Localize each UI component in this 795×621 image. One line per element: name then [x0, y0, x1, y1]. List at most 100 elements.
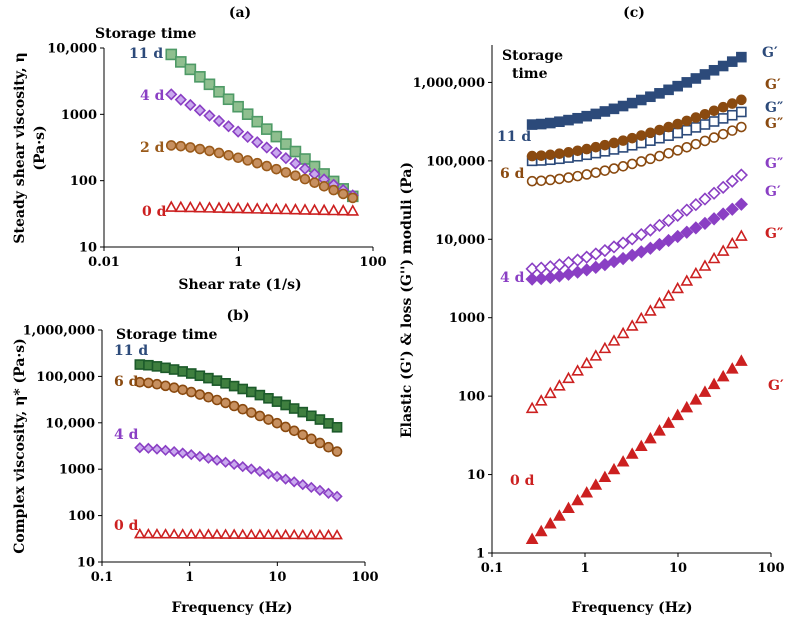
panel-a-label-11d: 11 d [129, 46, 163, 62]
panel-c-point [554, 173, 565, 185]
panel-b-point [331, 490, 343, 502]
panel-b-point [202, 452, 215, 464]
panel-c-series-label: G″ [765, 116, 783, 132]
panel-c-point [661, 213, 676, 228]
panel-a-point [213, 147, 225, 159]
panel-a-point [194, 71, 206, 83]
panel-c-point [734, 168, 748, 182]
panel-c-point [726, 98, 738, 109]
panel-b-point [177, 384, 188, 396]
panel-b-x-tick-label: 1 [185, 570, 194, 585]
panel-a-y-tick-label: 10 [79, 241, 97, 256]
panel-c-point [654, 150, 665, 162]
panel-b-point [193, 528, 206, 539]
panel-b-point [151, 361, 163, 372]
panel-a-label-4d: 4 d [140, 88, 165, 104]
panel-c-point [690, 73, 702, 84]
panel-c-point [653, 424, 666, 436]
panel-b-point [297, 406, 309, 418]
panel-c-y-tick-label: 1000 [449, 311, 485, 326]
panel-b-x-tick-label: 0.1 [91, 570, 114, 585]
panel-c-series-label: G′ [762, 45, 778, 61]
panel-a-y-tick-label: 100 [70, 174, 97, 189]
panel-c-series-label: G′ [765, 184, 781, 200]
panel-c-point [535, 150, 547, 161]
panel-c-point [617, 161, 629, 172]
panel-c-series-label: G′ [765, 77, 781, 93]
panel-a-point [289, 203, 302, 215]
panel-c-point [736, 94, 747, 106]
panel-b-point [228, 458, 240, 471]
panel-b-point [194, 370, 206, 382]
panel-c-point [634, 439, 648, 452]
panel-b-point [142, 527, 155, 539]
panel-c-point [680, 203, 694, 217]
panel-a-point [241, 108, 254, 120]
panel-a-y-tick-label: 1000 [61, 108, 97, 123]
panel-c-point [545, 174, 556, 186]
panel-c-point [581, 143, 593, 155]
panel-b-point [306, 410, 317, 422]
panel-b-legend-title: Storage time [116, 327, 218, 343]
panel-a-label-2d: 2 d [140, 140, 165, 156]
panel-c-point [725, 236, 739, 249]
panel-c-point [543, 260, 557, 274]
panel-b-label-6d: 6 d [114, 374, 139, 390]
panel-c-point [626, 97, 638, 109]
panel-c-point [698, 192, 712, 206]
panel-b-point [262, 528, 275, 540]
panel-b-point [211, 394, 223, 406]
panel-b-point [168, 364, 180, 375]
panel-b-point [211, 454, 223, 466]
panel-a-point [175, 140, 187, 152]
panel-a-point [185, 142, 196, 153]
panel-b-point [254, 528, 266, 539]
panel-a-point [184, 63, 197, 76]
panel-a-point [174, 200, 188, 213]
panel-b-point [288, 403, 300, 414]
panel-c-point [717, 128, 729, 140]
panel-c-title: (c) [623, 5, 645, 21]
panel-b-y-tick-label: 100,000 [36, 370, 95, 385]
panel-c-point [708, 105, 720, 117]
panel-c-point [662, 289, 675, 301]
panel-c-point [590, 167, 602, 178]
panel-b-point [220, 397, 231, 409]
panel-a-point [204, 145, 215, 157]
panel-b-point [151, 378, 163, 390]
panel-c-point [580, 250, 594, 264]
panel-b-point [288, 528, 301, 540]
panel-b-label-11d: 11 d [114, 343, 148, 359]
panel-c-point [689, 266, 703, 279]
panel-c-point [717, 101, 729, 113]
panel-b-ticks: 0.1 1 10 100 10 100 1000 10,000 100,000 1,000,000 [23, 324, 379, 586]
panel-c-point [599, 139, 611, 151]
panel-a-point [289, 157, 302, 170]
panel-b-marks [133, 359, 343, 540]
panel-a-point [241, 202, 255, 214]
panel-b-y-tick-label: 10,000 [45, 416, 95, 431]
panel-b-point [271, 528, 283, 540]
panel-c-point [726, 109, 738, 121]
panel-b-y-tick-label: 10 [77, 556, 95, 571]
panel-c-point [580, 356, 594, 369]
panel-c-series-label: G″ [765, 226, 783, 242]
panel-c-point [534, 261, 548, 275]
panel-c-point [607, 334, 621, 346]
panel-c-y-tick-label: 10 [467, 468, 485, 483]
panel-b-point [185, 528, 198, 539]
panel-b-point [262, 468, 275, 480]
panel-c-point [626, 158, 638, 170]
panel-a-point [299, 173, 311, 185]
panel-b-y-label: Complex viscosity, η* (Pa·s) [12, 338, 28, 554]
panel-c-point [680, 225, 694, 239]
panel-b-point [314, 437, 326, 449]
panel-c-point [543, 517, 557, 529]
panel-b-point [331, 528, 343, 540]
panel-b-point [322, 487, 335, 499]
panel-c-point [535, 175, 547, 187]
panel-c-point [652, 237, 667, 252]
panel-c-point [552, 258, 567, 272]
panel-c-point [644, 304, 657, 316]
panel-c-point [634, 245, 648, 259]
